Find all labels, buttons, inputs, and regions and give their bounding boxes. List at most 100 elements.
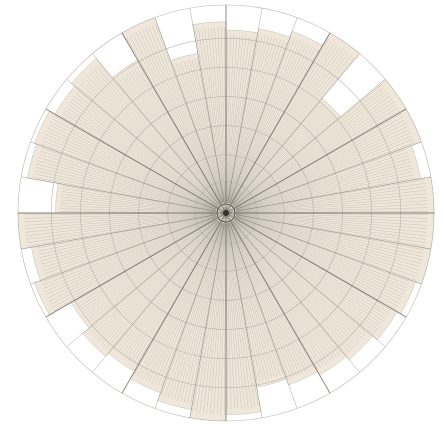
- hatch-line-19: [183, 223, 224, 403]
- minor-spoke: [66, 79, 227, 214]
- minor-spoke: [189, 8, 227, 214]
- hatch-line-19: [180, 223, 224, 402]
- hatch-line-12: [234, 218, 383, 325]
- hatch-line-28: [38, 157, 217, 211]
- hatch-line-33: [129, 35, 222, 204]
- hatch-line-5: [234, 107, 399, 208]
- hatch-line-24: [47, 217, 217, 299]
- hatch-line-11: [235, 217, 403, 298]
- hatch-line-30: [75, 93, 218, 207]
- hatch-line-26: [26, 214, 216, 247]
- hatch-line-0: [226, 35, 238, 203]
- center-dot: [223, 210, 229, 216]
- minor-spoke: [21, 176, 227, 214]
- hatch-line-22: [96, 220, 219, 341]
- hatch-line-34: [191, 59, 224, 203]
- hatch-line-35: [204, 28, 225, 203]
- hatch-line-22: [92, 219, 219, 336]
- hatch-line-12: [234, 218, 386, 319]
- hatch-line-28: [35, 167, 216, 211]
- hatch-line-32: [126, 73, 221, 205]
- hatch-line-7: [235, 161, 411, 211]
- hatch-line-13: [233, 219, 368, 334]
- hatch-line-9: [236, 214, 426, 243]
- hatch-line-12: [233, 219, 375, 336]
- hatch-line-16: [227, 223, 261, 382]
- minor-spoke: [225, 141, 422, 214]
- hatch-line-21: [127, 221, 221, 362]
- hatch-line-25: [37, 214, 216, 249]
- hatch-line-4: [233, 109, 328, 206]
- hatch-line-21: [115, 221, 220, 353]
- hatch-line-35: [195, 29, 225, 203]
- hatch-line-1: [228, 37, 275, 204]
- hatch-line-20: [151, 222, 223, 384]
- hatch-line-5: [234, 101, 395, 208]
- hatch-line-10: [235, 215, 421, 268]
- hatch-line-33: [138, 30, 222, 204]
- hatch-line-35: [211, 27, 226, 203]
- hatch-line-8: [236, 196, 428, 213]
- hatch-line-18: [217, 223, 226, 415]
- hatch-line-35: [217, 27, 226, 203]
- hatch-line-22: [100, 220, 219, 345]
- hatch-line-30: [73, 96, 218, 207]
- hatch-line-6: [235, 125, 409, 209]
- hatch-line-25: [44, 216, 217, 274]
- hatch-line-0: [227, 37, 256, 203]
- hatch-line-32: [121, 76, 220, 205]
- hatch-line-14: [232, 221, 335, 360]
- hatch-line-18: [202, 223, 225, 414]
- hatch-line-2: [229, 38, 295, 204]
- hatch-line-5: [234, 104, 397, 208]
- hatch-line-33: [135, 32, 222, 204]
- hatch-line-6: [235, 116, 404, 209]
- hatch-line-0: [227, 36, 247, 203]
- hatch-line-15: [229, 222, 297, 376]
- hatch-line-13: [232, 220, 347, 355]
- hatch-line-9: [236, 214, 426, 247]
- hatch-line-29: [40, 143, 217, 210]
- hatch-line-20: [143, 222, 222, 380]
- hatch-line-24: [40, 216, 217, 283]
- hatch-line-17: [227, 223, 249, 408]
- hatch-line-31: [86, 75, 219, 206]
- hatch-line-7: [235, 152, 408, 210]
- hatch-line-22: [94, 220, 219, 339]
- hatch-line-8: [236, 200, 428, 213]
- hatch-line-27: [62, 188, 216, 212]
- hatch-line-30: [69, 101, 218, 208]
- hatch-line-31: [93, 68, 220, 206]
- hatch-line-2: [229, 40, 301, 204]
- minor-spoke: [92, 53, 227, 214]
- hatch-line-9: [236, 213, 427, 233]
- hatch-line-1: [227, 34, 260, 203]
- hatch-line-0: [227, 37, 253, 203]
- hatch-line-24: [46, 217, 217, 296]
- hatch-line-23: [84, 218, 218, 314]
- hatch-line-27: [61, 199, 216, 213]
- hatch-line-19: [167, 222, 224, 398]
- hatch-line-7: [236, 177, 415, 212]
- hatch-line-33: [132, 33, 222, 204]
- hatch-line-28: [40, 150, 217, 210]
- hatch-line-26: [24, 213, 216, 230]
- hatch-line-21: [122, 221, 221, 358]
- hatch-line-17: [227, 223, 256, 407]
- hatch-line-21: [120, 221, 220, 356]
- hatch-line-3: [232, 54, 352, 205]
- hatch-line-28: [41, 147, 217, 210]
- hatch-line-6: [235, 119, 406, 209]
- hatch-line-28: [36, 163, 216, 211]
- major-spoke: [45, 212, 227, 318]
- hatch-line-33: [142, 29, 222, 204]
- hatch-line-24: [48, 217, 217, 302]
- hatch-line-16: [227, 223, 258, 382]
- hatch-line-7: [235, 148, 407, 210]
- hatch-line-27: [60, 202, 216, 213]
- hatch-line-5: [234, 92, 389, 207]
- hatch-line-33: [151, 25, 223, 204]
- minor-spoke: [154, 17, 227, 214]
- hatch-line-23: [82, 218, 218, 312]
- hatch-line-31: [91, 70, 219, 206]
